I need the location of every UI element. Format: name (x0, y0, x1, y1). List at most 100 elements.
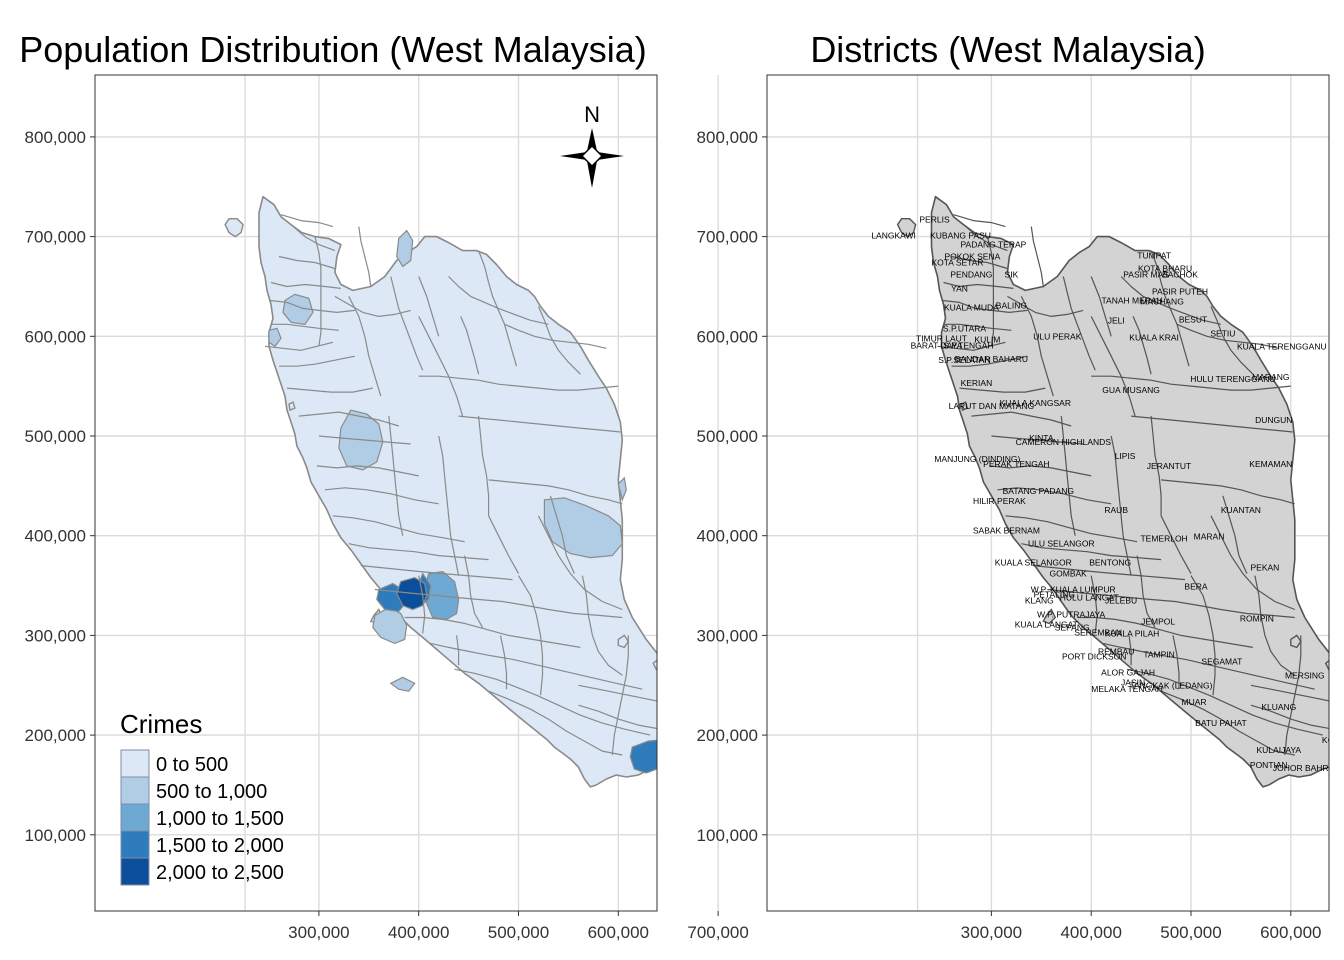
legend-swatch (120, 857, 150, 886)
right-peninsula-map (896, 195, 1329, 788)
x-tick-label: 700,000 (687, 923, 748, 942)
district-label: GUA MUSANG (1102, 385, 1160, 395)
left-peninsula-map (224, 195, 657, 788)
district-label: KULAIJAYA (1257, 745, 1302, 755)
district-label: BANDAR BAHARU (955, 354, 1028, 364)
district-label: JELI (1108, 315, 1125, 325)
district-label: BACHOK (1162, 270, 1198, 280)
legend-swatch (120, 749, 150, 778)
district-label: KLANG (1025, 596, 1054, 606)
district-label: DUNGUN (1255, 415, 1292, 425)
x-tick-label: 400,000 (1060, 923, 1121, 942)
district-label: MERSING (1285, 670, 1325, 680)
district-label: W.P. KUALA LUMPUR (1031, 585, 1116, 595)
district-label: PASIR MAS (1123, 270, 1169, 280)
x-tick-label: 300,000 (961, 923, 1022, 942)
district-label: KOTA BHARU (1138, 264, 1192, 274)
district-label: KERIAN (961, 378, 993, 388)
y-tick-label: 200,000 (25, 726, 86, 745)
y-tick-label: 400,000 (25, 527, 86, 546)
y-tick-label: 700,000 (25, 228, 86, 247)
district-label: PADANG TERAP (960, 240, 1026, 250)
district-label: JELEBU (1105, 596, 1137, 606)
crimes-legend: Crimes 0 to 500 500 to 1,000 1,000 to 1,50… (120, 709, 284, 886)
left-gridlines (95, 75, 719, 911)
x-tick-label: 600,000 (1260, 923, 1321, 942)
district-label: BATANG PADANG (1003, 486, 1074, 496)
district-label: SEGAMAT (1201, 656, 1242, 666)
district-label: BENTONG (1089, 558, 1131, 568)
district-label: S.P.UTARA (943, 323, 986, 333)
district-label: LARUT DAN MATANG (949, 401, 1034, 411)
district-label: GOMBAK (1050, 569, 1088, 579)
district-label: YAN (951, 283, 968, 293)
north-arrow-label: N (584, 102, 600, 127)
district-label: KUALA PILAH (1105, 628, 1159, 638)
district-label: LIPIS (1115, 451, 1136, 461)
district-label: KUALA SELANGOR (995, 558, 1072, 568)
district-label: HILIR PERAK (973, 496, 1026, 506)
y-tick-label: 800,000 (697, 128, 758, 147)
district-label: ROMPIN (1240, 614, 1274, 624)
district-label: KUALA MUDA (944, 302, 999, 312)
y-tick-label: 100,000 (697, 826, 758, 845)
district-label: MACHANG (1140, 296, 1183, 306)
district-label: SIK (1005, 270, 1019, 280)
district-label: KUALA LANGAT (1015, 619, 1078, 629)
legend-title: Crimes (120, 709, 202, 739)
y-tick-label: 600,000 (25, 327, 86, 346)
district-label: MELAKA TENGAH (1091, 684, 1163, 694)
district-label: SABAK BERNAM (973, 526, 1040, 536)
y-tick-label: 700,000 (697, 228, 758, 247)
district-label: KUBANG PASU (930, 231, 991, 241)
district-label: KOTA SETAR (931, 258, 983, 268)
district-label: KOTA TINGGI (1322, 735, 1344, 745)
district-label: TUMPAT (1137, 251, 1171, 261)
y-tick-label: 100,000 (25, 826, 86, 845)
district-label: HULU TERENGGANU (1190, 374, 1275, 384)
district-label: PETALING (1034, 590, 1075, 600)
y-tick-label: 200,000 (697, 726, 758, 745)
x-tick-label: 400,000 (388, 923, 449, 942)
district-label: POKOK SENA (945, 252, 1001, 262)
legend-label: 1,500 to 2,000 (156, 835, 284, 857)
north-arrow-icon: N (560, 102, 624, 188)
left-axis-ticks: 300,000 400,000 500,000 600,000 700,000 100,0… (25, 128, 749, 942)
y-tick-label: 500,000 (25, 427, 86, 446)
district-label: ULU SELANGOR (1028, 539, 1095, 549)
x-tick-label: 500,000 (1160, 923, 1221, 942)
right-panel-border (766, 74, 1330, 912)
district-label: KUALA KRAI (1129, 332, 1179, 342)
y-tick-label: 300,000 (25, 626, 86, 645)
legend-label: 0 to 500 (156, 754, 228, 776)
legend-label: 2,000 to 2,500 (156, 862, 284, 884)
district-label: SEPANG (1055, 622, 1090, 632)
legend-label: 500 to 1,000 (156, 781, 267, 803)
district-label: BERA (1184, 582, 1207, 592)
y-tick-label: 600,000 (697, 327, 758, 346)
district-label: REMBAU (1098, 646, 1134, 656)
district-label: MANJUNG (DINDING) (934, 454, 1020, 464)
district-label: PASIR PUTEH (1152, 286, 1208, 296)
district-label: BESUT (1179, 314, 1207, 324)
district-label: KULIM (974, 334, 1000, 344)
district-label: HULU LANGAT (1060, 593, 1119, 603)
district-label: W.P. PUTRAJAYA (1037, 610, 1105, 620)
district-label: LANGKAWI (871, 231, 916, 241)
district-label: ALOR GAJAH (1101, 667, 1155, 677)
legend-swatch (120, 776, 150, 805)
district-label: MARANG (1252, 372, 1289, 382)
district-label: PENDANG (950, 270, 992, 280)
district-label: BARAT DAYA (911, 340, 963, 350)
district-label: PEKAN (1250, 563, 1279, 573)
right-axis-ticks: 300,000 400,000 500,000 600,000 700,000 100,0… (697, 128, 1322, 942)
district-label: JEMPOL (1141, 616, 1175, 626)
district-label: TAMPIN (1143, 649, 1174, 659)
district-label: ULU PERAK (1033, 331, 1082, 341)
left-panel-border (94, 74, 658, 912)
district-label: TIMUR LAUT (916, 333, 967, 343)
district-label: SETIU (1210, 328, 1235, 338)
district-label: S.P.SELATAN (938, 355, 990, 365)
